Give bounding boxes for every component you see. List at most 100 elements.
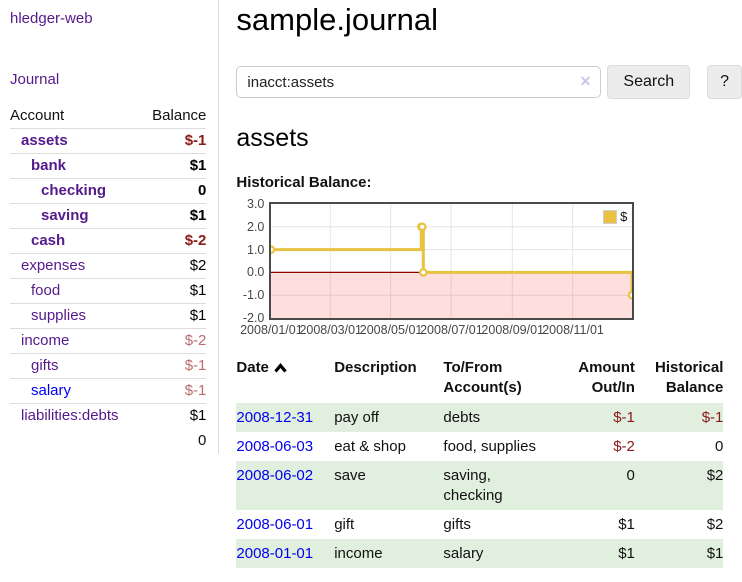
accounts-total-value: 0 bbox=[198, 432, 207, 449]
transaction-row: 2008-01-01 income salary $1 $1 bbox=[236, 539, 724, 568]
register-table: Date Description To/From Account(s) Amou… bbox=[236, 358, 724, 568]
x-axis-tick-label: 2008/09/01 bbox=[481, 323, 544, 337]
account-row: income $-2 bbox=[10, 328, 207, 354]
accounts-tbody: assets $-1 bank $1 checking 0 saving $1 cash $-2 e… bbox=[10, 129, 207, 428]
sidebar: hledger-web Journal Account Balance asse… bbox=[0, 0, 220, 454]
x-axis-tick-label: 2008/01/01 bbox=[240, 323, 303, 337]
main-panel: sample.journal ✕ Search ? assets Histori… bbox=[219, 0, 742, 568]
account-balance: $-1 bbox=[140, 378, 207, 404]
transaction-date-link[interactable]: 2008-01-01 bbox=[236, 545, 314, 562]
account-balance: 0 bbox=[140, 178, 207, 204]
search-input[interactable] bbox=[236, 66, 602, 98]
account-balance: $-2 bbox=[140, 328, 207, 354]
x-axis-tick-label: 2008/05/01 bbox=[359, 323, 423, 337]
sidebar-account-link[interactable]: cash bbox=[31, 232, 66, 249]
sidebar-account-link[interactable]: food bbox=[31, 282, 61, 299]
accounts-header-account: Account bbox=[10, 105, 141, 129]
transaction-date-cell: 2008-06-01 bbox=[236, 510, 334, 539]
register-header-date: Date bbox=[236, 358, 334, 403]
account-row: food $1 bbox=[10, 278, 207, 304]
legend-series-label: $ bbox=[620, 209, 628, 224]
app-title-link[interactable]: hledger-web bbox=[10, 10, 93, 27]
account-balance: $1 bbox=[140, 278, 207, 304]
account-row: gifts $-1 bbox=[10, 353, 207, 379]
x-axis-tick-label: 2008/11/01 bbox=[542, 323, 604, 337]
sidebar-account-link[interactable]: liabilities:debts bbox=[21, 407, 119, 424]
transaction-amount: $-1 bbox=[613, 409, 635, 426]
y-axis-tick-label: -2.0 bbox=[242, 311, 265, 325]
search-button[interactable]: Search bbox=[607, 65, 691, 99]
search-bar: ✕ Search ? bbox=[236, 65, 742, 99]
sidebar-account-link[interactable]: expenses bbox=[21, 257, 86, 274]
y-axis-tick-label: 1.0 bbox=[247, 242, 265, 257]
app-layout: hledger-web Journal Account Balance asse… bbox=[0, 0, 742, 568]
chart-plot-area: $ bbox=[269, 202, 635, 320]
sidebar-account-link[interactable]: supplies bbox=[31, 307, 87, 324]
balance-chart: 3.0 2.0 1.0 0.0 -1.0 -2.0 $ 2008/01/01 2008/03… bbox=[236, 197, 669, 338]
register-header-row: Date Description To/From Account(s) Amou… bbox=[236, 358, 723, 403]
transaction-date-cell: 2008-12-31 bbox=[236, 403, 334, 432]
transaction-description: pay off bbox=[334, 409, 379, 426]
account-balance: $-1 bbox=[140, 353, 207, 379]
sort-ascending-icon bbox=[274, 363, 287, 373]
account-row: saving $1 bbox=[10, 203, 207, 229]
account-balance: $-2 bbox=[140, 228, 207, 254]
transaction-date-link[interactable]: 2008-06-02 bbox=[236, 467, 314, 484]
accounts-total-row: 0 bbox=[10, 428, 206, 454]
account-row: supplies $1 bbox=[10, 303, 207, 329]
chart-svg bbox=[271, 204, 633, 318]
accounts-header-balance: Balance bbox=[140, 105, 207, 129]
y-axis-tick-label: 3.0 bbox=[247, 197, 265, 211]
account-heading: assets bbox=[236, 124, 309, 152]
register-header-amount: Amount Out/In bbox=[578, 359, 635, 396]
transaction-accounts: debts bbox=[443, 409, 481, 426]
chart-title: Historical Balance: bbox=[236, 174, 372, 191]
account-balance: $2 bbox=[140, 253, 207, 279]
transaction-balance: $1 bbox=[706, 545, 724, 562]
sidebar-account-link[interactable]: gifts bbox=[31, 357, 59, 374]
transaction-description: gift bbox=[334, 516, 355, 533]
legend-swatch-icon bbox=[603, 209, 618, 224]
chart-xlabels: 2008/01/01 2008/03/01 2008/05/01 2008/07/01… bbox=[240, 320, 630, 338]
account-row: bank $1 bbox=[10, 153, 207, 179]
accounts-total-spacer bbox=[10, 428, 141, 454]
account-balance: $1 bbox=[140, 203, 207, 229]
transaction-accounts: saving, checking bbox=[443, 467, 503, 504]
transaction-balance: $2 bbox=[706, 516, 724, 533]
account-row: cash $-2 bbox=[10, 228, 207, 254]
transaction-row: 2008-06-02 save saving, checking 0 $2 bbox=[236, 461, 724, 510]
clear-search-icon[interactable]: ✕ bbox=[579, 73, 592, 89]
transaction-balance: $-1 bbox=[701, 409, 724, 426]
register-header-accounts: To/From Account(s) bbox=[443, 359, 522, 396]
sidebar-account-link[interactable]: salary bbox=[31, 382, 72, 399]
account-row: assets $-1 bbox=[10, 129, 206, 154]
chart-ylabels: 3.0 2.0 1.0 0.0 -1.0 -2.0 bbox=[236, 197, 265, 325]
register-header-description: Description bbox=[334, 359, 417, 376]
transaction-amount: 0 bbox=[626, 467, 635, 484]
accounts-header-row: Account Balance bbox=[10, 105, 207, 129]
account-balance: $1 bbox=[140, 303, 207, 329]
register-header-balance: Historical Balance bbox=[655, 359, 724, 396]
x-axis-tick-label: 2008/03/01 bbox=[299, 323, 362, 337]
y-axis-tick-label: 2.0 bbox=[247, 219, 265, 234]
transaction-date-link[interactable]: 2008-06-01 bbox=[236, 516, 314, 533]
sidebar-account-link[interactable]: bank bbox=[31, 157, 67, 174]
sidebar-account-link[interactable]: assets bbox=[21, 132, 68, 149]
transaction-balance: 0 bbox=[715, 438, 724, 455]
transaction-date-cell: 2008-06-03 bbox=[236, 432, 334, 461]
sidebar-item-journal[interactable]: Journal bbox=[10, 71, 60, 88]
help-button[interactable]: ? bbox=[707, 65, 742, 99]
transaction-amount: $1 bbox=[618, 516, 635, 533]
transaction-date-link[interactable]: 2008-06-03 bbox=[236, 438, 314, 455]
sidebar-account-link[interactable]: checking bbox=[41, 182, 107, 199]
transaction-accounts: food, supplies bbox=[443, 438, 536, 455]
account-balance: $1 bbox=[140, 403, 207, 428]
transaction-description: save bbox=[334, 467, 366, 484]
page-title: sample.journal bbox=[236, 2, 438, 37]
sidebar-account-link[interactable]: income bbox=[21, 332, 70, 349]
sidebar-account-link[interactable]: saving bbox=[41, 207, 89, 224]
transaction-date-link[interactable]: 2008-12-31 bbox=[236, 409, 314, 426]
transaction-balance: $2 bbox=[706, 467, 724, 484]
transaction-accounts: gifts bbox=[443, 516, 471, 533]
y-axis-tick-label: 0.0 bbox=[247, 265, 265, 280]
